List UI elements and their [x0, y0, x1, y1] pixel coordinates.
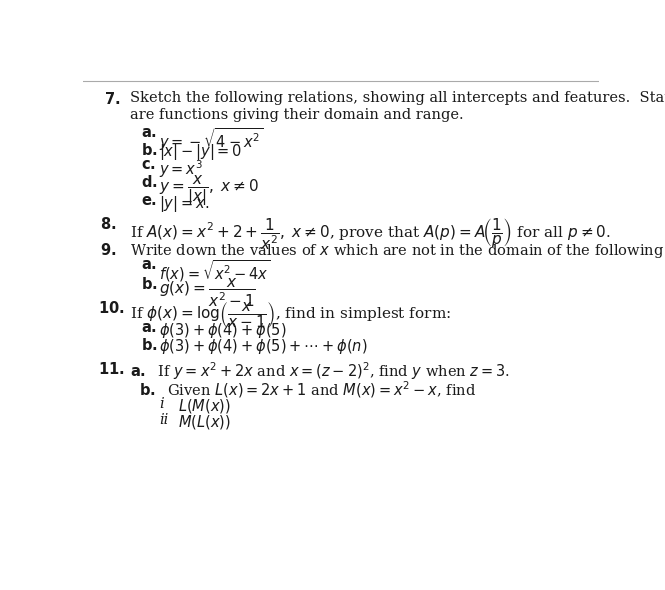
- Text: $\mathbf{9.}$: $\mathbf{9.}$: [100, 242, 116, 258]
- Text: $L(M(x))$: $L(M(x))$: [178, 396, 231, 415]
- Text: $\phi(3) + \phi(4) + \phi(5) + \cdots + \phi(n)$: $\phi(3) + \phi(4) + \phi(5) + \cdots + …: [160, 337, 368, 356]
- Text: $\mathbf{a.}$  If $y = x^2 + 2x$ and $x = (z - 2)^2$, find $y$ when $z = 3$.: $\mathbf{a.}$ If $y = x^2 + 2x$ and $x =…: [130, 360, 509, 382]
- Text: are functions giving their domain and range.: are functions giving their domain and ra…: [130, 108, 463, 122]
- Text: $\mathbf{a.}$: $\mathbf{a.}$: [141, 320, 157, 335]
- Text: $M(L(x))$: $M(L(x))$: [178, 414, 231, 431]
- Text: $\mathbf{d.}$: $\mathbf{d.}$: [141, 175, 158, 191]
- Text: $y = -\sqrt{4 - x^2}$: $y = -\sqrt{4 - x^2}$: [160, 126, 264, 153]
- Text: $\phi(3) + \phi(4) + \phi(5)$: $\phi(3) + \phi(4) + \phi(5)$: [160, 320, 287, 340]
- Text: $|x| - |y| = 0$: $|x| - |y| = 0$: [160, 142, 243, 162]
- Text: $\mathbf{c.}$: $\mathbf{c.}$: [141, 158, 156, 172]
- Text: $\mathbf{b.}$: $\mathbf{b.}$: [141, 276, 158, 292]
- Text: $\mathbf{7.}$: $\mathbf{7.}$: [104, 91, 120, 107]
- Text: $g(x) = \dfrac{x}{x^2 - 1}$: $g(x) = \dfrac{x}{x^2 - 1}$: [160, 276, 256, 309]
- Text: $\mathbf{8.}$: $\mathbf{8.}$: [100, 216, 116, 232]
- Text: ii: ii: [160, 414, 169, 427]
- Text: $f(x) = \sqrt{x^2 - 4x}$: $f(x) = \sqrt{x^2 - 4x}$: [160, 258, 271, 284]
- Text: Sketch the following relations, showing all intercepts and features.  State whic: Sketch the following relations, showing …: [130, 91, 665, 105]
- Text: $\mathbf{a.}$: $\mathbf{a.}$: [141, 126, 157, 140]
- Text: $|y| = x.$: $|y| = x.$: [160, 194, 209, 214]
- Text: i: i: [160, 396, 164, 411]
- Text: $\mathbf{b.}$: $\mathbf{b.}$: [141, 142, 158, 158]
- Text: $y = x^3$: $y = x^3$: [160, 158, 203, 180]
- Text: $\mathbf{b.}$: $\mathbf{b.}$: [141, 337, 158, 353]
- Text: If $\phi(x) = \log\!\left(\dfrac{x}{x-1}\right)$, find in simplest form:: If $\phi(x) = \log\!\left(\dfrac{x}{x-1}…: [130, 300, 451, 330]
- Text: $\mathbf{10.}$: $\mathbf{10.}$: [98, 300, 124, 316]
- Text: $\mathbf{11.}$: $\mathbf{11.}$: [98, 360, 124, 376]
- Text: If $A(x) = x^2 + 2 + \dfrac{1}{x^2},\; x \neq 0$, prove that $A(p) = A\!\left(\d: If $A(x) = x^2 + 2 + \dfrac{1}{x^2},\; x…: [130, 216, 610, 252]
- Text: $\mathbf{a.}$: $\mathbf{a.}$: [141, 258, 157, 272]
- Text: $\mathbf{b.}$  Given $L(x) = 2x + 1$ and $M(x) = x^2 - x$, find: $\mathbf{b.}$ Given $L(x) = 2x + 1$ and …: [139, 380, 476, 401]
- Text: $y = \dfrac{x}{|x|},\; x \neq 0$: $y = \dfrac{x}{|x|},\; x \neq 0$: [160, 175, 259, 208]
- Text: $\mathbf{e.}$: $\mathbf{e.}$: [141, 194, 157, 208]
- Text: Write down the values of $x$ which are not in the domain of the following functi: Write down the values of $x$ which are n…: [130, 242, 665, 260]
